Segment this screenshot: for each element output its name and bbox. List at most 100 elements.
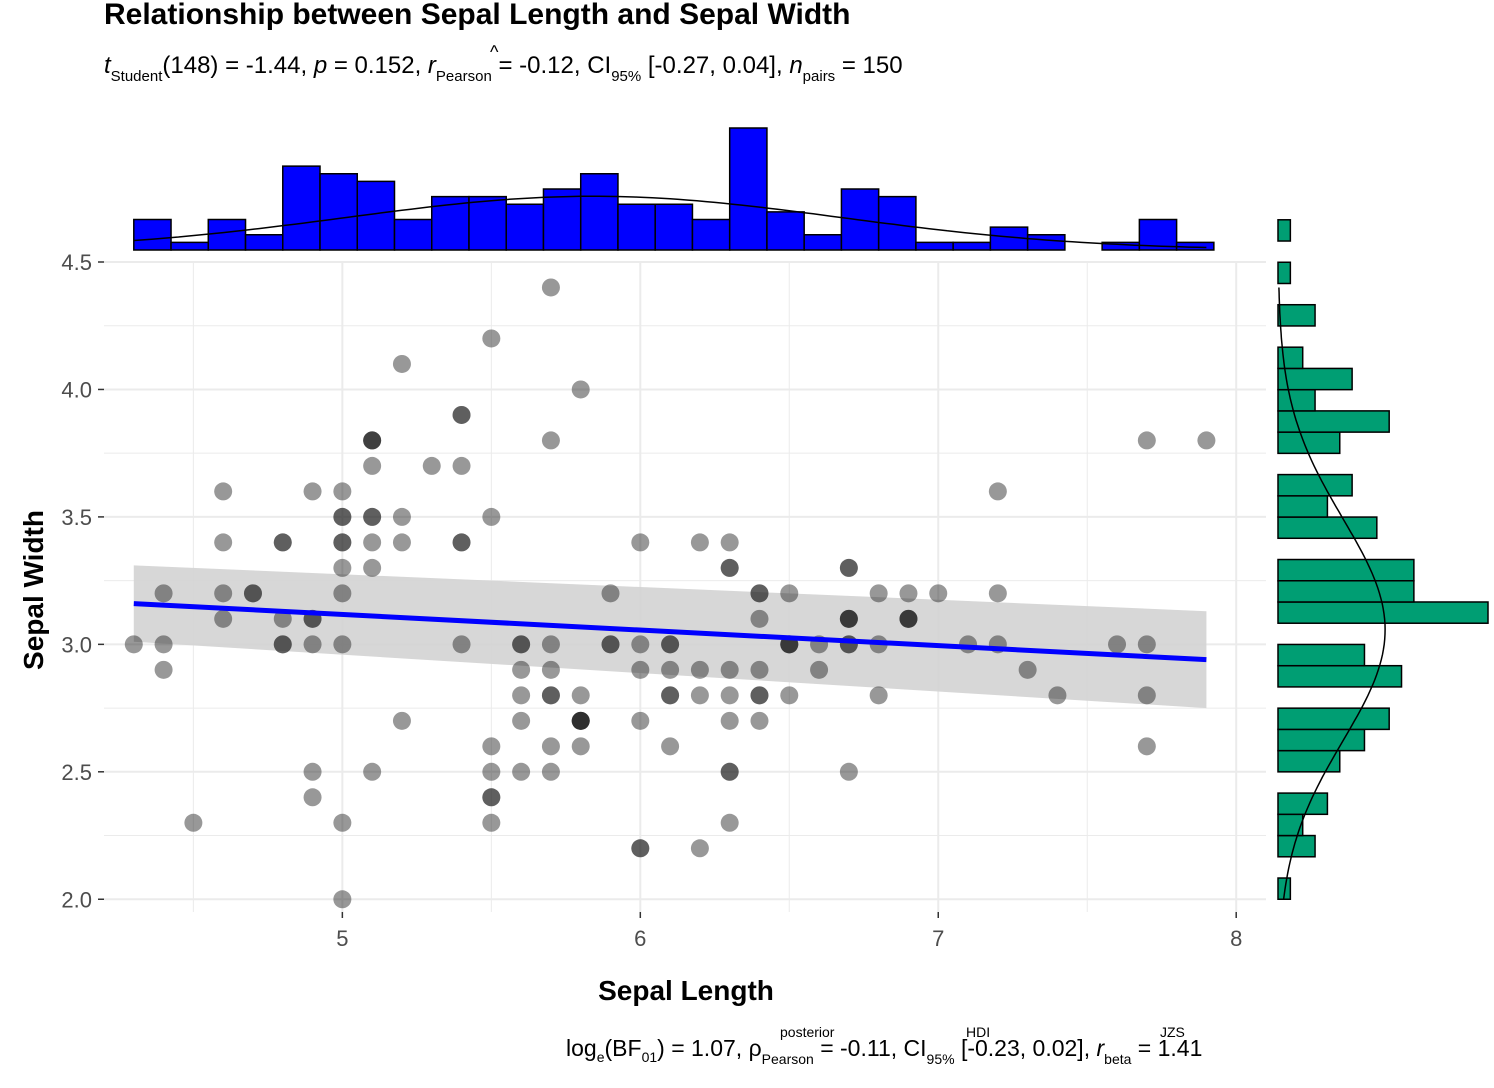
data-point [243, 584, 262, 603]
fit-line [133, 601, 1207, 663]
data-point [303, 635, 322, 654]
data-point [750, 686, 769, 705]
data-point [720, 762, 739, 781]
data-point [988, 482, 1007, 501]
right-histogram-bar [1277, 346, 1304, 370]
right-histogram-bar [1277, 707, 1390, 731]
data-point [214, 533, 233, 552]
n-subscript: pairs [803, 68, 836, 85]
data-point [571, 380, 590, 399]
data-point [333, 635, 352, 654]
data-point [154, 584, 173, 603]
data-point [482, 813, 501, 832]
right-histogram-bar [1277, 792, 1329, 816]
r-value: = -0.12, CI [492, 52, 611, 79]
data-point [303, 762, 322, 781]
y-tick-label: 3.0 [61, 632, 92, 657]
log-text: log [566, 1035, 597, 1061]
right-histogram-bar [1277, 367, 1353, 391]
right-histogram-bar [1277, 643, 1366, 667]
right-density-curve [1278, 287, 1386, 900]
data-point [631, 533, 650, 552]
ci-value: [-0.27, 0.04], [641, 52, 789, 79]
rho-symbol: ρ [749, 1035, 762, 1061]
data-point [601, 635, 620, 654]
data-point [720, 533, 739, 552]
data-point [661, 737, 680, 756]
data-point [214, 584, 233, 603]
t-value: (148) = -1.44, [162, 52, 313, 79]
top-histogram-bar [170, 241, 210, 251]
r-symbol: r [428, 52, 437, 79]
r-beta-value: = 1.41 [1131, 1035, 1202, 1061]
ci-subscript: 95% [611, 68, 641, 85]
data-point [512, 635, 531, 654]
top-histogram-bar [766, 211, 805, 251]
data-point [869, 686, 888, 705]
top-histogram-bar [319, 173, 359, 251]
hdi-superscript: HDI [966, 1024, 990, 1040]
regression-line [133, 601, 1207, 663]
data-point [482, 762, 501, 781]
data-point [988, 584, 1007, 603]
right-histogram-bar [1277, 410, 1390, 433]
data-point [839, 609, 858, 628]
data-point [661, 635, 680, 654]
y-axis-ticks: 2.0 2.5 3.0 3.5 4.0 4.5 [61, 250, 104, 912]
data-point [512, 686, 531, 705]
data-point [363, 558, 382, 577]
top-histogram-bar [803, 234, 843, 251]
data-point [541, 686, 560, 705]
right-histogram-bar [1277, 473, 1353, 497]
data-point [571, 711, 590, 730]
data-point [661, 686, 680, 705]
data-point [482, 507, 501, 526]
data-point [363, 431, 382, 450]
data-point [422, 456, 441, 475]
data-point [273, 533, 292, 552]
x-tick-label: 7 [932, 926, 944, 951]
data-point [333, 482, 352, 501]
data-point [214, 482, 233, 501]
data-point [363, 507, 382, 526]
data-point [1137, 737, 1156, 756]
right-histogram-bar [1277, 558, 1415, 582]
y-tick-label: 4.5 [61, 250, 92, 275]
bf-subscript: 01 [642, 1049, 658, 1065]
confidence-band [133, 565, 1207, 709]
data-point [839, 558, 858, 577]
confidence-ribbon [133, 565, 1207, 709]
data-point [333, 813, 352, 832]
data-point [363, 762, 382, 781]
data-point [929, 584, 948, 603]
right-histogram-bar [1277, 388, 1316, 412]
data-point [899, 584, 918, 603]
data-point [392, 354, 411, 373]
data-point [363, 507, 382, 526]
hdi-subscript: 95% [927, 1051, 955, 1067]
data-point [750, 686, 769, 705]
data-point [690, 686, 709, 705]
p-symbol: p [313, 52, 327, 79]
bf-text: (BF [605, 1035, 642, 1061]
data-point [1137, 635, 1156, 654]
top-histogram-bar [952, 241, 992, 251]
data-point [571, 686, 590, 705]
top-histogram-bar [542, 188, 582, 251]
data-point [780, 584, 799, 603]
data-point [214, 609, 233, 628]
data-point [124, 635, 143, 654]
data-point [452, 405, 471, 424]
data-point [810, 660, 829, 679]
data-point [720, 813, 739, 832]
data-point [661, 686, 680, 705]
data-point [661, 635, 680, 654]
data-point [363, 456, 382, 475]
data-point [839, 609, 858, 628]
x-axis-label: Sepal Length [598, 975, 774, 1006]
data-point [1137, 686, 1156, 705]
data-point [452, 533, 471, 552]
jzs-superscript: JZS [1160, 1024, 1185, 1040]
x-tick-label: 8 [1230, 926, 1242, 951]
chart-title: Relationship between Sepal Length and Se… [104, 0, 850, 31]
